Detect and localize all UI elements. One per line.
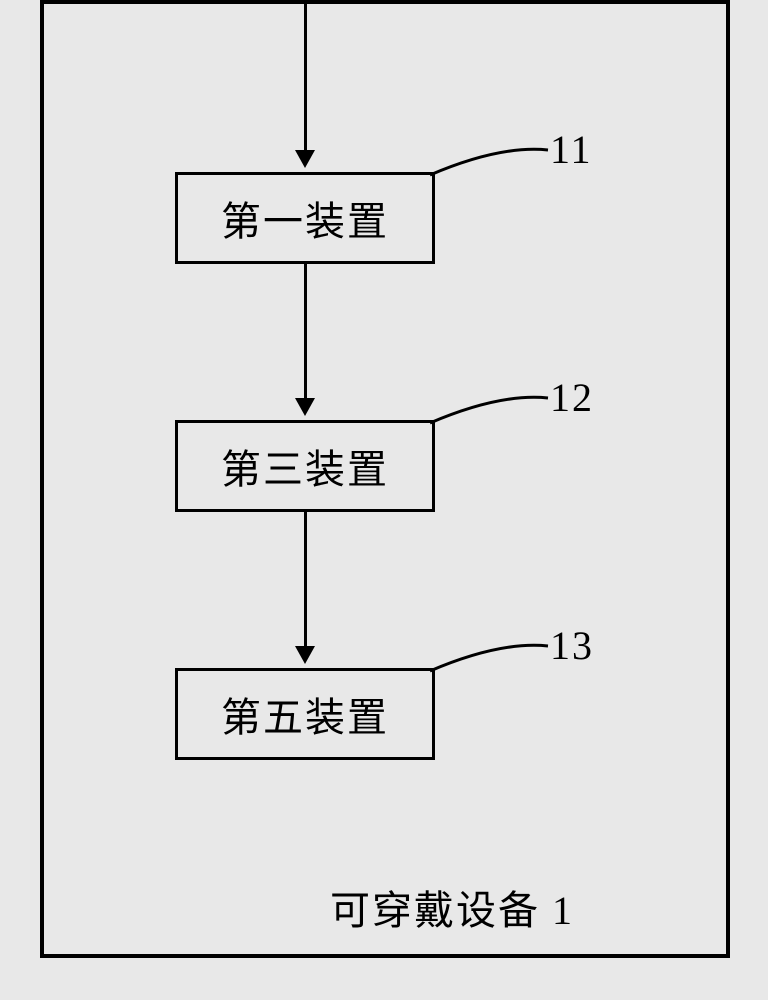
- ref-num-2: 12: [550, 374, 594, 421]
- ref-num-1: 11: [550, 126, 593, 173]
- outer-container-label: 可穿戴设备 1: [330, 878, 574, 936]
- diagram-canvas: 第一装置 第三装置 第五装置 11 12 13 可穿戴设备 1: [0, 0, 768, 1000]
- ref-num-3: 13: [550, 622, 594, 669]
- leader-3: [0, 0, 768, 1000]
